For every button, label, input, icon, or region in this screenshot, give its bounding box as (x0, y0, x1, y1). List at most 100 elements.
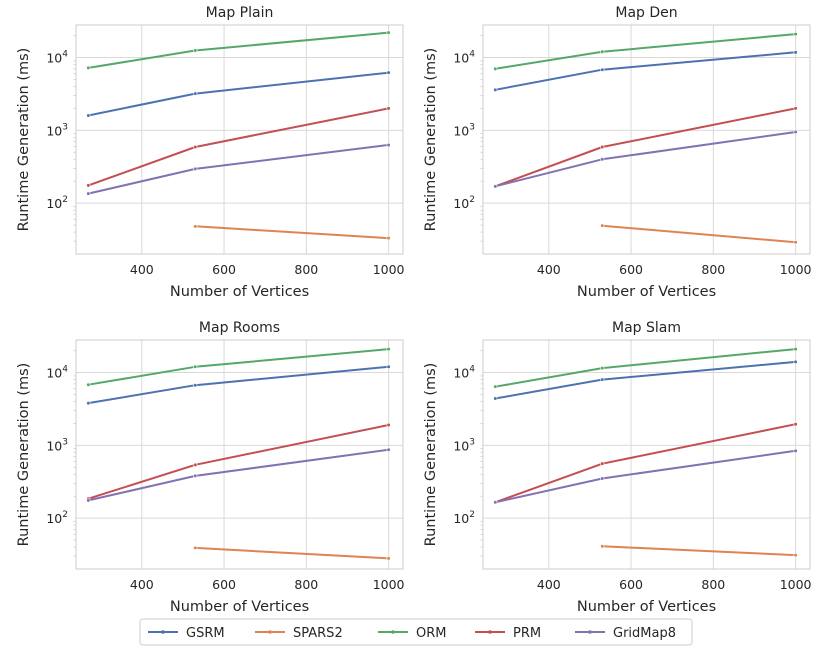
data-point-prm (193, 462, 198, 467)
y-axis-label: Runtime Generation (ms) (16, 48, 32, 232)
y-tick-label: 102 (46, 510, 68, 526)
data-point-gridmap8 (386, 447, 391, 452)
data-point-gsrm (493, 87, 498, 92)
chart-panel-map-plain: 400 600 800 1000 102 103 104 Map Plain Number of… (16, 5, 405, 300)
data-point-gsrm (386, 364, 391, 369)
x-tick-label: 1000 (373, 577, 405, 592)
legend-label-orm: ORM (416, 626, 446, 641)
plot-frame (482, 24, 811, 255)
data-point-orm (386, 30, 391, 35)
data-point-gsrm (86, 401, 91, 406)
x-tick-label: 400 (130, 262, 154, 277)
legend-label-prm: PRM (513, 626, 541, 641)
y-tick-label: 103 (453, 122, 475, 138)
plot-frame (75, 339, 404, 570)
x-tick-label: 400 (537, 262, 561, 277)
data-point-gsrm (600, 67, 605, 72)
data-point-prm (86, 183, 91, 188)
data-point-gsrm (793, 50, 798, 55)
x-tick-label: 600 (619, 577, 643, 592)
data-point-orm (600, 49, 605, 54)
y-tick-label: 104 (453, 50, 475, 66)
data-point-spars2 (600, 223, 605, 228)
x-tick-label: 400 (537, 577, 561, 592)
data-point-gridmap8 (600, 157, 605, 162)
chart-title: Map Slam (612, 320, 681, 336)
data-point-gridmap8 (600, 476, 605, 481)
data-point-gridmap8 (493, 500, 498, 505)
data-point-gridmap8 (493, 184, 498, 189)
x-tick-label: 800 (701, 262, 725, 277)
data-point-gsrm (193, 383, 198, 388)
x-tick-label: 1000 (780, 262, 812, 277)
y-tick-label: 104 (46, 50, 68, 66)
data-point-orm (193, 48, 198, 53)
y-tick-label: 103 (453, 437, 475, 453)
y-tick-label: 102 (453, 510, 475, 526)
y-tick-label: 104 (46, 365, 68, 381)
chart-panel-map-den: 400 600 800 1000 102 103 104 Map Den Number of V… (423, 5, 812, 300)
data-point-orm (600, 366, 605, 371)
data-point-gridmap8 (793, 448, 798, 453)
data-point-prm (193, 144, 198, 150)
data-point-orm (193, 364, 198, 369)
legend-label-gsrm: GSRM (186, 626, 225, 641)
series-line-spars2 (195, 546, 389, 560)
legend: GSRM SPARS2 ORM PRM GridMap8 (139, 618, 693, 646)
x-tick-label: 800 (294, 577, 318, 592)
x-axis-label: Number of Vertices (577, 599, 716, 615)
legend-label-spars2: SPARS2 (293, 626, 343, 641)
data-point-spars2 (793, 553, 798, 558)
series-line-spars2 (195, 225, 389, 240)
x-tick-label: 1000 (373, 262, 405, 277)
data-point-spars2 (193, 545, 198, 550)
x-tick-label: 600 (212, 262, 236, 277)
data-point-orm (493, 384, 498, 389)
y-tick-label: 102 (453, 195, 475, 211)
chart-panel-map-slam: 400 600 800 1000 102 103 104 Map Slam Number of … (423, 320, 812, 615)
legend-marker-prm (488, 630, 492, 634)
y-tick-label: 102 (46, 195, 68, 211)
data-point-prm (600, 461, 605, 466)
chart-panel-map-rooms: 400 600 800 1000 102 103 104 Map Rooms Number of… (16, 320, 405, 615)
data-point-spars2 (386, 236, 391, 241)
x-tick-label: 800 (294, 262, 318, 277)
data-point-gsrm (386, 70, 391, 75)
series-line-spars2 (602, 224, 796, 244)
x-axis-label: Number of Vertices (577, 284, 716, 300)
data-point-prm (600, 144, 605, 150)
data-point-gridmap8 (86, 498, 91, 503)
data-point-orm (386, 346, 391, 352)
x-tick-label: 600 (212, 577, 236, 592)
data-point-orm (86, 65, 91, 71)
x-axis-label: Number of Vertices (170, 284, 309, 300)
plot-area (76, 25, 403, 254)
data-point-spars2 (793, 240, 798, 245)
chart-title: Map Plain (206, 5, 274, 21)
data-point-gridmap8 (193, 166, 198, 172)
y-axis-label: Runtime Generation (ms) (423, 48, 439, 232)
x-tick-label: 1000 (780, 577, 812, 592)
legend-marker-gridmap8 (588, 630, 592, 634)
legend-marker-spars2 (268, 630, 272, 634)
data-point-spars2 (386, 556, 391, 561)
data-point-prm (793, 422, 798, 427)
legend-marker-orm (391, 630, 395, 634)
legend-label-gridmap8: GridMap8 (613, 626, 676, 641)
plot-frame (75, 24, 404, 255)
data-point-orm (793, 346, 798, 352)
data-point-gridmap8 (386, 142, 391, 148)
x-axis-label: Number of Vertices (170, 599, 309, 615)
plot-frame (482, 339, 811, 570)
legend-box (139, 618, 693, 646)
data-point-gridmap8 (193, 473, 198, 479)
data-point-prm (793, 106, 798, 111)
y-axis-label: Runtime Generation (ms) (423, 363, 439, 547)
x-tick-label: 800 (701, 577, 725, 592)
x-tick-label: 600 (619, 262, 643, 277)
data-point-spars2 (600, 544, 605, 549)
data-point-prm (386, 106, 391, 111)
data-point-prm (386, 422, 391, 428)
data-point-gridmap8 (86, 191, 91, 196)
